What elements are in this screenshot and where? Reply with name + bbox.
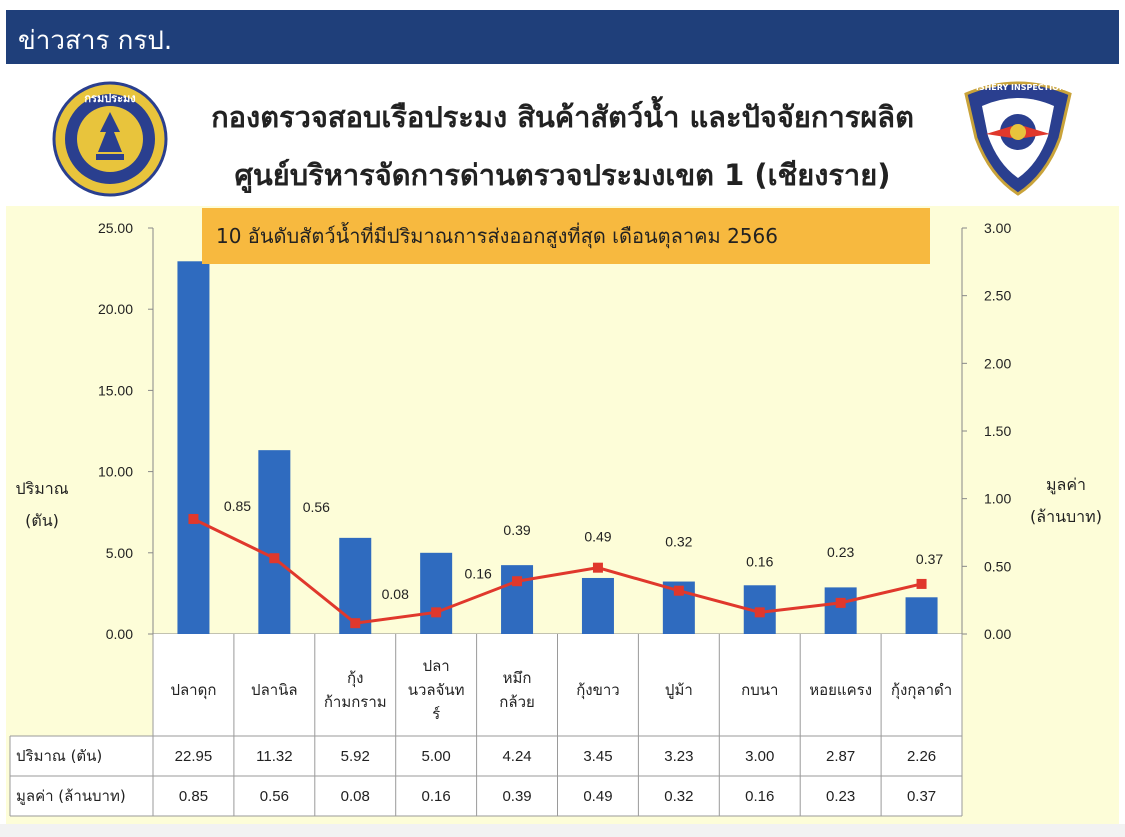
chart-title-banner	[202, 208, 930, 264]
category-label: กล้วย	[499, 693, 535, 711]
table-cell: 0.37	[907, 788, 936, 805]
value-data-label: 0.08	[382, 586, 409, 602]
table-cell: 11.32	[256, 748, 292, 765]
table-cell: 0.85	[179, 788, 208, 805]
left-tick-label: 0.00	[106, 626, 133, 642]
bar	[420, 552, 453, 634]
bar	[905, 597, 938, 634]
right-axis-title: (ล้านบาท)	[1030, 507, 1102, 526]
right-logo-top-text: FISHERY INSPECTION	[970, 83, 1065, 92]
value-marker	[269, 553, 280, 564]
value-marker	[512, 576, 523, 587]
category-label: กุ้งกุลาดำ	[891, 681, 952, 700]
right-tick-label: 2.50	[984, 288, 1011, 304]
category-label: ปลา	[423, 657, 450, 675]
fishery-inspection-badge-icon: FISHERY INSPECTION	[964, 81, 1072, 196]
table-cell: 5.92	[341, 748, 370, 765]
value-data-label: 0.37	[916, 551, 943, 567]
table-row-label: มูลค่า (ล้านบาท)	[16, 787, 126, 805]
header-title: ข่าวสาร กรป.	[18, 26, 173, 56]
value-line	[192, 517, 922, 625]
table-cell: 3.00	[745, 748, 774, 765]
table-cell: 0.56	[260, 788, 289, 805]
category-label: กุ้งขาว	[576, 681, 620, 700]
title-line-1: กองตรวจสอบเรือประมง สินค้าสัตว์น้ำ และปั…	[211, 100, 914, 134]
value-marker	[350, 618, 361, 629]
left-tick-label: 10.00	[98, 464, 133, 480]
category-label: กุ้ง	[347, 669, 363, 688]
table-cell: 0.32	[664, 788, 693, 805]
category-label: ก้ามกราม	[324, 693, 387, 711]
category-label: ปลาดุก	[170, 681, 216, 700]
table-cell: 3.45	[583, 748, 612, 765]
department-of-fisheries-seal-icon: กรมประมง	[52, 81, 168, 197]
right-tick-label: 0.50	[984, 558, 1011, 574]
value-marker	[916, 578, 927, 589]
value-data-label: 0.85	[224, 498, 251, 514]
right-tick-label: 1.50	[984, 423, 1011, 439]
table-row-label: ปริมาณ (ตัน)	[16, 747, 102, 765]
table-cell: 22.95	[175, 748, 213, 765]
value-marker	[673, 585, 684, 596]
value-data-label: 0.56	[303, 499, 330, 515]
table-cell: 2.87	[826, 748, 855, 765]
right-tick-label: 0.00	[984, 626, 1011, 642]
left-tick-label: 20.00	[98, 301, 133, 317]
value-data-label: 0.16	[465, 565, 492, 581]
bar	[824, 587, 857, 634]
value-data-label: 0.32	[665, 534, 692, 550]
right-axis-title: มูลค่า	[1046, 475, 1086, 495]
table-cell: 4.24	[502, 748, 531, 765]
right-tick-label: 1.00	[984, 491, 1011, 507]
table-cell: 2.26	[907, 748, 936, 765]
table-cell: 0.23	[826, 788, 855, 805]
right-tick-label: 2.00	[984, 355, 1011, 371]
value-marker	[835, 597, 846, 608]
value-data-label: 0.39	[503, 522, 530, 538]
left-tick-label: 15.00	[98, 382, 133, 398]
value-marker	[431, 607, 442, 618]
title-area: กองตรวจสอบเรือประมง สินค้าสัตว์น้ำ และปั…	[6, 64, 1119, 206]
bar	[581, 577, 614, 634]
table-cell: 0.08	[341, 788, 370, 805]
bar	[177, 261, 210, 634]
bar	[501, 565, 534, 634]
title-line-2: ศูนย์บริหารจัดการด่านตรวจประมงเขต 1 (เชี…	[234, 158, 891, 192]
value-data-label: 0.16	[746, 553, 773, 569]
table-cell: 0.16	[422, 788, 451, 805]
category-label: นวลจันท	[408, 681, 465, 699]
category-label: ปลานิล	[251, 681, 298, 699]
category-label: ร์	[432, 705, 440, 723]
category-label: กบนา	[741, 681, 778, 699]
table-cell: 0.49	[583, 788, 612, 805]
table-cell: 5.00	[422, 748, 451, 765]
value-marker	[592, 562, 603, 573]
left-logo-text: กรมประมง	[84, 92, 135, 105]
category-label: ปูม้า	[665, 681, 693, 699]
category-label: หมึก	[503, 669, 532, 687]
category-label: หอยแครง	[809, 681, 872, 699]
value-marker	[754, 607, 765, 618]
right-tick-label: 3.00	[984, 220, 1011, 236]
left-axis-title: ปริมาณ	[15, 479, 68, 498]
left-axis-title: (ตัน)	[25, 511, 59, 530]
chart-title: 10 อันดับสัตว์น้ำที่มีปริมาณการส่งออกสูง…	[216, 222, 778, 249]
bar	[258, 450, 291, 634]
left-tick-label: 5.00	[106, 545, 133, 561]
value-data-label: 0.49	[584, 529, 611, 545]
table-cell: 3.23	[664, 748, 693, 765]
table-cell: 0.16	[745, 788, 774, 805]
table-cell: 0.39	[502, 788, 531, 805]
left-tick-label: 25.00	[98, 220, 133, 236]
bar	[339, 537, 372, 634]
value-data-label: 0.23	[827, 544, 854, 560]
value-marker	[188, 513, 199, 524]
bottom-strip	[0, 824, 1125, 837]
header-bar: ข่าวสาร กรป.	[6, 10, 1119, 64]
